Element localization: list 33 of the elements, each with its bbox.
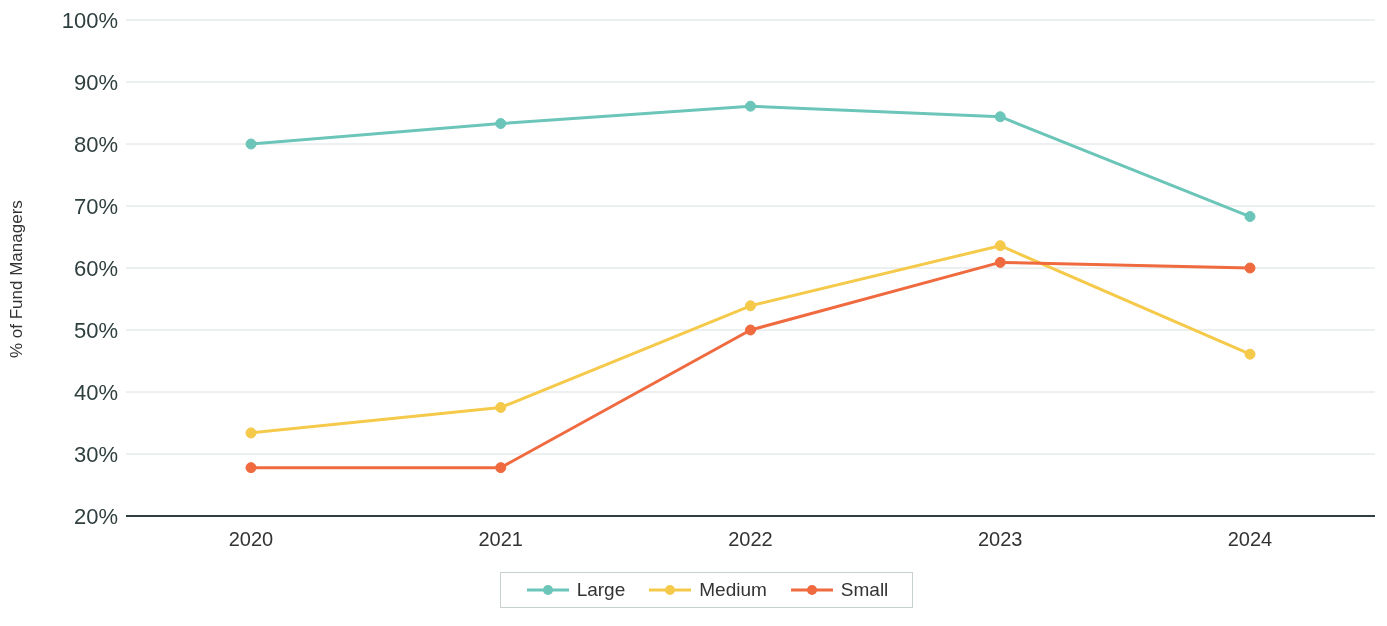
y-tick-label: 60% (73, 255, 118, 281)
y-tick-label: 80% (73, 131, 118, 157)
x-tick-label: 2022 (728, 528, 773, 551)
y-tick-label: 100% (61, 7, 118, 33)
point (994, 240, 1006, 252)
y-tick-label: 20% (73, 503, 118, 529)
point (495, 118, 507, 130)
y-tick-label: 70% (73, 193, 118, 219)
legend-label: Medium (699, 579, 767, 601)
x-tick-label: 2020 (228, 528, 274, 551)
y-tick-label: 40% (73, 379, 118, 405)
point (745, 324, 756, 336)
point (495, 402, 507, 413)
point (245, 462, 257, 474)
point (1244, 348, 1256, 360)
legend-label: Small (840, 579, 889, 601)
y-axis-title: % of Fund Managers (7, 200, 27, 358)
point (495, 462, 507, 474)
x-tick-label: 2024 (1227, 528, 1273, 551)
point (1244, 262, 1256, 274)
point (1244, 211, 1256, 223)
y-tick-label: 50% (73, 317, 118, 343)
legend-label: Large (576, 579, 626, 601)
point (994, 111, 1006, 123)
point (245, 427, 257, 439)
y-tick-label: 30% (73, 441, 118, 467)
x-tick-label: 2023 (978, 528, 1023, 551)
x-tick-label: 2021 (478, 528, 523, 551)
point (994, 256, 1006, 268)
point (745, 300, 756, 312)
y-tick-label: 90% (73, 69, 118, 95)
point (745, 100, 756, 112)
point (245, 138, 257, 150)
